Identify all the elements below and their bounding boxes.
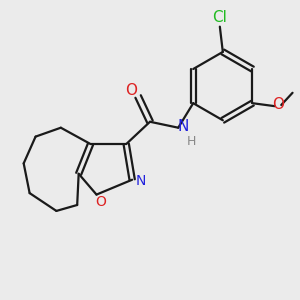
Text: H: H xyxy=(187,135,196,148)
Text: O: O xyxy=(125,83,137,98)
Text: O: O xyxy=(272,97,284,112)
Text: N: N xyxy=(178,119,189,134)
Text: O: O xyxy=(95,195,106,209)
Text: Cl: Cl xyxy=(212,10,227,25)
Text: N: N xyxy=(136,174,146,188)
